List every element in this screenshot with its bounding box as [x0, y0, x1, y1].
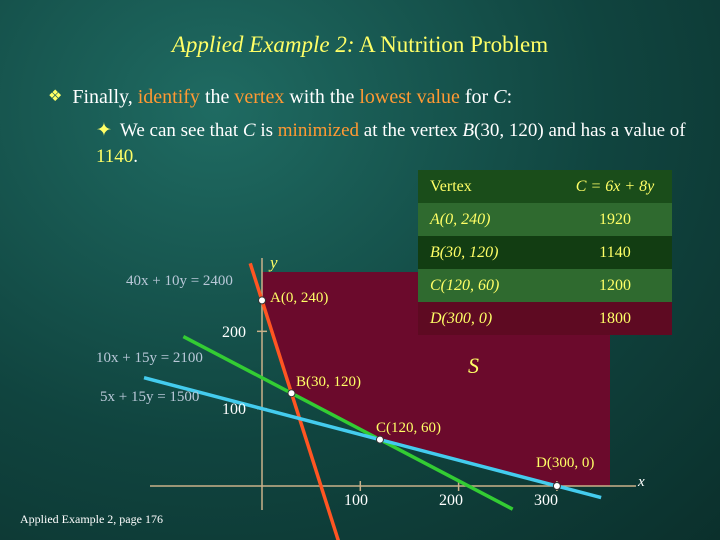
- bullet2-c: C: [242, 120, 256, 141]
- constraint-line: [248, 262, 340, 540]
- table-row: A(0, 240) 1920: [418, 203, 672, 236]
- bullet-identify: ❖ Finally, identify the vertex with the l…: [48, 86, 512, 109]
- row-vertex: B(30, 120): [418, 236, 558, 269]
- table-row: D(300, 0) 1800: [418, 302, 672, 335]
- bullet2-text: is: [255, 120, 278, 141]
- x-tick-label: 300: [534, 492, 558, 509]
- vertex-label: B(30, 120): [296, 374, 361, 390]
- bullet1-c: C: [493, 86, 507, 108]
- vertex-table: Vertex C = 6x + 8y A(0, 240) 1920 B(30, …: [418, 170, 672, 335]
- row-vertex: C(120, 60): [418, 269, 558, 302]
- vertex-dot: [375, 435, 384, 444]
- vertex-label: D(300, 0): [536, 455, 594, 471]
- bullet-minimized: ✦ We can see that C is minimized at the v…: [96, 118, 696, 170]
- row-value: 1200: [558, 269, 672, 302]
- header-vertex: Vertex: [418, 170, 558, 203]
- bullet2-text: .: [133, 146, 139, 167]
- bullet2-value: 1140: [96, 146, 134, 167]
- row-vertex: A(0, 240): [418, 203, 558, 236]
- bullet1-lowest: lowest value: [359, 86, 460, 108]
- row-value: 1140: [558, 236, 672, 269]
- bullet2-text: at the vertex: [359, 120, 463, 141]
- vertex-dot: [552, 482, 561, 490]
- bullet1-vertex: vertex: [234, 86, 285, 108]
- slide-title: Applied Example 2: A Nutrition Problem: [0, 32, 720, 58]
- vertex-dot: [287, 389, 296, 398]
- bullet2-text: and has a value of: [543, 120, 686, 141]
- vertex-points: [258, 296, 561, 490]
- bullet2-text: We can see that: [119, 120, 243, 141]
- row-value: 1920: [558, 203, 672, 236]
- bullet1-text: for: [459, 86, 494, 108]
- constraint-equation: 10x + 15y = 2100: [96, 350, 203, 366]
- bullet2-b: B: [462, 120, 475, 141]
- x-axis-label: x: [637, 474, 645, 490]
- vertex-label: C(120, 60): [376, 420, 441, 436]
- bullet1-text: :: [506, 86, 513, 108]
- constraint-lines: [143, 262, 602, 540]
- footer-reference: Applied Example 2, page 176: [20, 512, 163, 526]
- constraint-line: [143, 376, 602, 500]
- region-label: S: [468, 353, 479, 378]
- title-prefix: Applied Example 2:: [171, 32, 355, 57]
- y-tick-label: 200: [222, 324, 246, 341]
- title-main: A Nutrition Problem: [359, 32, 549, 57]
- bullet1-text: the: [199, 86, 235, 108]
- table-header-row: Vertex C = 6x + 8y: [418, 170, 672, 203]
- table-row: C(120, 60) 1200: [418, 269, 672, 302]
- bullet2-text: (30, 120): [474, 120, 544, 141]
- row-value: 1800: [558, 302, 672, 335]
- y-axis-label: y: [268, 253, 278, 272]
- bullet2-minimized: minimized: [277, 120, 360, 141]
- header-objective: C = 6x + 8y: [558, 170, 672, 203]
- y-tick-label: 100: [222, 401, 246, 418]
- table-row: B(30, 120) 1140: [418, 236, 672, 269]
- bullet1-identify: identify: [137, 86, 200, 108]
- vertex-dot: [258, 296, 266, 305]
- diamond-bullet-icon: ❖: [48, 88, 63, 105]
- constraint-equation: 5x + 15y = 1500: [100, 389, 199, 405]
- graph-labels: y x 100 200 300 200 100 40x + 10y = 2400 10x + 1…: [96, 253, 645, 509]
- bullet1-text: with the: [284, 86, 360, 108]
- constraint-equation: 40x + 10y = 2400: [126, 273, 233, 289]
- x-tick-label: 100: [344, 492, 368, 509]
- constraint-line: [182, 334, 514, 511]
- row-vertex: D(300, 0): [418, 302, 558, 335]
- bullet1-text: Finally,: [72, 86, 138, 108]
- star-bullet-icon: ✦: [96, 120, 112, 141]
- x-tick-label: 200: [439, 492, 463, 509]
- vertex-label: A(0, 240): [270, 290, 328, 306]
